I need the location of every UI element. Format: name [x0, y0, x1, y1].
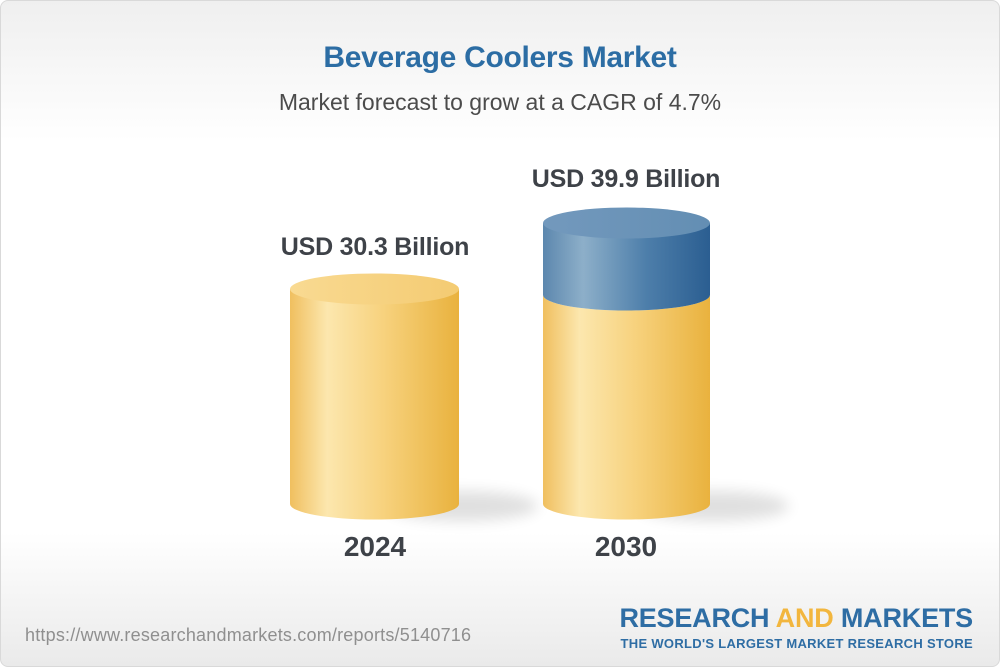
category-label-2024: 2024 — [343, 531, 407, 562]
category-label-2030: 2030 — [594, 531, 658, 562]
logo-wordmark: RESEARCH AND MARKETS — [619, 605, 973, 632]
logo-word-markets: MARKETS — [840, 603, 973, 633]
logo-word-and: AND — [775, 603, 834, 633]
research-and-markets-logo: RESEARCH AND MARKETS THE WORLD'S LARGEST… — [619, 605, 973, 651]
source-url: https://www.researchandmarkets.com/repor… — [25, 625, 472, 645]
logo-tagline: THE WORLD'S LARGEST MARKET RESEARCH STOR… — [620, 636, 973, 651]
value-label-2024: USD 30.3 Billion — [280, 233, 470, 261]
chart-subtitle: Market forecast to grow at a CAGR of 4.7… — [278, 89, 722, 115]
cylinder-2030-base-segment — [543, 295, 710, 520]
cylinder-2024-top — [290, 273, 459, 305]
logo-word-research: RESEARCH — [619, 603, 770, 633]
value-label-2030: USD 39.9 Billion — [531, 165, 721, 193]
cylinder-2024-body — [290, 289, 459, 520]
cylinder-2024 — [290, 273, 538, 521]
cylinder-2030-top — [543, 207, 710, 239]
cylinder-2030 — [543, 207, 789, 521]
cylinder-2030-growth-segment — [543, 223, 710, 311]
chart-title: Beverage Coolers Market — [323, 41, 677, 74]
